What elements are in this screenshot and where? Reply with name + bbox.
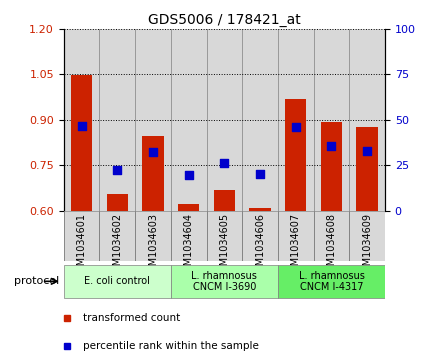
Bar [314, 211, 349, 261]
Text: L. rhamnosus
CNCM I-4317: L. rhamnosus CNCM I-4317 [298, 270, 364, 292]
Bar [135, 211, 171, 261]
Bar [64, 211, 99, 261]
Text: transformed count: transformed count [83, 313, 180, 323]
Text: protocol: protocol [14, 276, 59, 286]
Point [328, 143, 335, 149]
Text: GSM1034608: GSM1034608 [326, 213, 337, 278]
Text: GSM1034601: GSM1034601 [77, 213, 87, 278]
Bar [135, 29, 171, 211]
Bar [71, 75, 92, 211]
Text: GSM1034602: GSM1034602 [112, 213, 122, 278]
Text: E. coli control: E. coli control [84, 276, 150, 286]
Point [257, 171, 264, 177]
Title: GDS5006 / 178421_at: GDS5006 / 178421_at [148, 13, 301, 26]
Bar [206, 29, 242, 211]
Bar [142, 136, 164, 211]
Text: GSM1034607: GSM1034607 [291, 213, 301, 278]
Bar [99, 29, 135, 211]
Bar [64, 265, 171, 298]
Bar [349, 211, 385, 261]
Bar [242, 29, 278, 211]
Text: GSM1034603: GSM1034603 [148, 213, 158, 278]
Point [363, 148, 370, 154]
Bar [214, 190, 235, 211]
Bar [99, 211, 135, 261]
Point [78, 123, 85, 129]
Bar [178, 204, 199, 211]
Bar [314, 29, 349, 211]
Text: GSM1034605: GSM1034605 [220, 213, 229, 278]
Point [292, 125, 299, 130]
Bar [278, 29, 314, 211]
Bar [278, 265, 385, 298]
Point [221, 160, 228, 166]
Bar [356, 127, 378, 211]
Bar [242, 211, 278, 261]
Text: percentile rank within the sample: percentile rank within the sample [83, 340, 259, 351]
Point [114, 167, 121, 173]
Text: GSM1034609: GSM1034609 [362, 213, 372, 278]
Bar [285, 99, 307, 211]
Bar [171, 29, 206, 211]
Text: L. rhamnosus
CNCM I-3690: L. rhamnosus CNCM I-3690 [191, 270, 257, 292]
Point [150, 149, 157, 155]
Bar [278, 211, 314, 261]
Point [185, 172, 192, 178]
Bar [349, 29, 385, 211]
Bar [171, 265, 278, 298]
Bar [106, 194, 128, 211]
Bar [171, 211, 206, 261]
Bar [321, 122, 342, 211]
Bar [64, 29, 99, 211]
Text: GSM1034604: GSM1034604 [184, 213, 194, 278]
Bar [249, 208, 271, 211]
Bar [206, 211, 242, 261]
Text: GSM1034606: GSM1034606 [255, 213, 265, 278]
